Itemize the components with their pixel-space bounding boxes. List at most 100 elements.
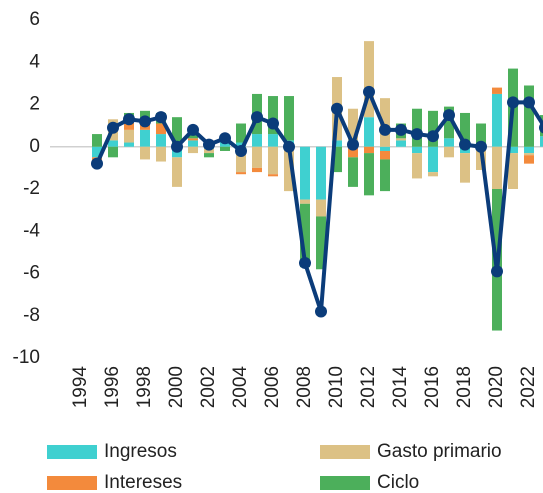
total-point <box>219 132 231 145</box>
total-point <box>539 122 543 134</box>
total-point <box>187 123 199 136</box>
total-point <box>363 85 375 98</box>
legend-label: Ingresos <box>104 441 177 462</box>
x-tick-label: 2016 <box>422 366 443 408</box>
y-tick-label: 0 <box>29 136 40 157</box>
bar-segment <box>396 138 406 141</box>
total-point <box>171 140 183 153</box>
bar-segment <box>444 146 454 158</box>
bar-segment <box>156 146 166 162</box>
bar-segment <box>380 98 390 147</box>
total-point <box>411 128 423 141</box>
bar-segment <box>444 106 454 139</box>
bar-segment <box>492 93 502 147</box>
y-tick-label: -2 <box>23 178 40 199</box>
x-tick-label: 2010 <box>326 366 347 408</box>
total-point <box>331 102 343 115</box>
bar-segment <box>492 87 502 94</box>
bar-segment <box>460 112 470 147</box>
bar-segment <box>124 142 134 147</box>
y-tick-label: 6 <box>29 9 40 30</box>
x-tick-label: 2004 <box>230 366 251 409</box>
legend-swatch <box>320 476 370 490</box>
x-tick-label: 2018 <box>454 366 475 408</box>
total-point <box>203 138 215 151</box>
total-point <box>443 109 455 122</box>
bar-segment <box>524 146 534 154</box>
total-point <box>523 96 535 109</box>
bar-segment <box>364 41 374 118</box>
bar-segment <box>108 140 118 147</box>
bar-segment <box>316 146 326 200</box>
bar-segment <box>428 172 438 177</box>
bar-segment <box>140 129 150 147</box>
legend-swatch <box>47 476 97 490</box>
bar-segment <box>380 146 390 151</box>
total-point <box>139 115 151 128</box>
total-point <box>283 140 295 153</box>
bar-segment <box>412 108 422 147</box>
x-tick-label: 2012 <box>358 366 379 408</box>
bar-segment <box>236 123 246 143</box>
bar-segment <box>300 203 310 268</box>
bar-segment <box>156 123 166 135</box>
bar-segment <box>268 96 278 135</box>
total-point <box>299 256 311 269</box>
total-point <box>347 138 359 151</box>
bar-segment <box>236 142 246 147</box>
y-tick-label: -8 <box>23 305 40 326</box>
legend-swatch <box>47 445 97 459</box>
bar-segment <box>188 140 198 147</box>
bar-segment <box>268 134 278 147</box>
total-point <box>107 121 119 134</box>
total-point <box>91 157 103 170</box>
bar-segment <box>508 146 518 154</box>
bar-segment <box>124 129 134 143</box>
total-point <box>123 113 135 126</box>
bar-segment <box>268 146 278 175</box>
bar-segment <box>332 146 342 173</box>
bar-segment <box>508 153 518 189</box>
legend-swatch <box>320 445 370 459</box>
total-point <box>459 138 471 151</box>
bar-segment <box>172 157 182 187</box>
x-tick-label: 2014 <box>390 366 411 409</box>
bar-segment <box>188 138 198 141</box>
bar-segment <box>220 146 230 151</box>
x-tick-label: 1998 <box>134 366 155 408</box>
bar-segment <box>188 146 198 154</box>
bar-segment <box>476 123 486 147</box>
total-point <box>235 144 247 157</box>
bar-segment <box>412 153 422 179</box>
bar-segment <box>492 146 502 189</box>
bar-segment <box>252 167 262 173</box>
bar-segment <box>284 96 294 141</box>
bar-segment <box>428 110 438 147</box>
bar-segment <box>172 117 182 147</box>
y-tick-label: -10 <box>13 347 40 368</box>
bar-segment <box>124 121 134 130</box>
bar-segment <box>92 146 102 158</box>
bar-segment <box>332 140 342 147</box>
bar-segment <box>428 146 438 173</box>
bar-segment <box>316 216 326 270</box>
total-point <box>379 123 391 136</box>
x-tick-label: 2002 <box>198 366 219 408</box>
bar-segment <box>156 134 166 147</box>
bar-segment <box>252 146 262 168</box>
legend-label: Ciclo <box>377 472 419 493</box>
x-tick-label: 2008 <box>294 366 315 408</box>
x-tick-label: 2020 <box>486 366 507 408</box>
bar-segment <box>300 146 310 200</box>
bar-segment <box>236 146 246 173</box>
total-point <box>491 265 503 278</box>
bar-segment <box>396 140 406 147</box>
bar-segment <box>268 174 278 177</box>
bar-segment <box>204 153 214 158</box>
total-point <box>507 96 519 109</box>
legend-label: Gasto primario <box>377 441 502 462</box>
bar-segment <box>524 155 534 164</box>
bar-segment <box>380 159 390 192</box>
bar-segment <box>540 136 543 147</box>
bar-segment <box>204 148 214 154</box>
